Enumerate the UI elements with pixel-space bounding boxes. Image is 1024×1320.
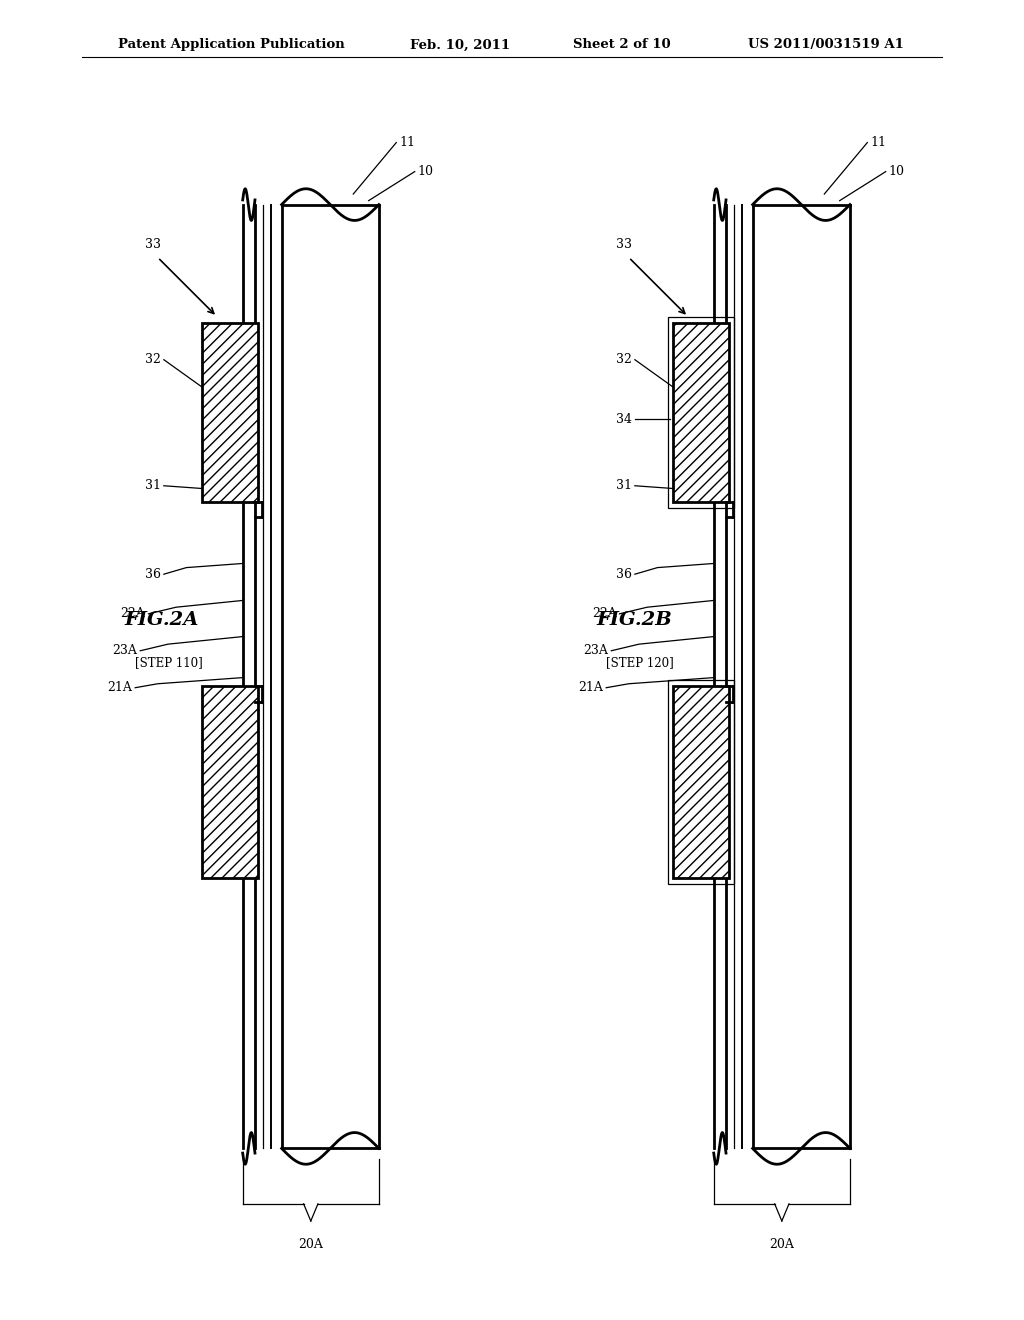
Text: 11: 11 xyxy=(870,136,887,149)
Text: 20A: 20A xyxy=(298,1238,324,1251)
Text: FIG.2B: FIG.2B xyxy=(596,611,672,630)
Bar xyxy=(202,686,258,878)
Bar xyxy=(734,205,742,1148)
Text: 33: 33 xyxy=(145,238,162,251)
Text: Feb. 10, 2011: Feb. 10, 2011 xyxy=(410,38,510,51)
Bar xyxy=(714,205,726,1148)
Bar xyxy=(263,205,271,1148)
Text: 20A: 20A xyxy=(769,1238,795,1251)
Text: 22A: 22A xyxy=(592,607,616,620)
Text: 23A: 23A xyxy=(584,644,608,657)
Text: 34: 34 xyxy=(615,413,632,425)
Text: 31: 31 xyxy=(144,479,161,492)
Bar xyxy=(726,205,734,1148)
Text: US 2011/0031519 A1: US 2011/0031519 A1 xyxy=(748,38,903,51)
Bar xyxy=(271,205,282,1148)
Bar xyxy=(753,205,850,1148)
Bar xyxy=(673,323,729,502)
Bar xyxy=(255,205,263,1148)
Text: [STEP 110]: [STEP 110] xyxy=(135,656,203,669)
Text: 10: 10 xyxy=(418,165,434,178)
Bar xyxy=(668,317,734,508)
Bar xyxy=(742,205,753,1148)
Text: 21A: 21A xyxy=(579,681,603,694)
Text: 31: 31 xyxy=(615,479,632,492)
Text: Patent Application Publication: Patent Application Publication xyxy=(118,38,344,51)
Text: 23A: 23A xyxy=(113,644,137,657)
Bar xyxy=(243,205,255,1148)
Text: 11: 11 xyxy=(399,136,416,149)
Text: 36: 36 xyxy=(144,568,161,581)
Bar xyxy=(202,323,258,502)
Bar xyxy=(673,686,729,878)
Text: 21A: 21A xyxy=(108,681,132,694)
Text: 32: 32 xyxy=(144,354,161,366)
Text: [STEP 120]: [STEP 120] xyxy=(606,656,674,669)
Text: 10: 10 xyxy=(889,165,905,178)
Bar xyxy=(668,680,734,884)
Text: 36: 36 xyxy=(615,568,632,581)
Text: Sheet 2 of 10: Sheet 2 of 10 xyxy=(573,38,671,51)
Text: 32: 32 xyxy=(615,354,632,366)
Text: 22A: 22A xyxy=(121,607,145,620)
Bar xyxy=(282,205,379,1148)
Text: FIG.2A: FIG.2A xyxy=(125,611,200,630)
Text: 33: 33 xyxy=(616,238,633,251)
